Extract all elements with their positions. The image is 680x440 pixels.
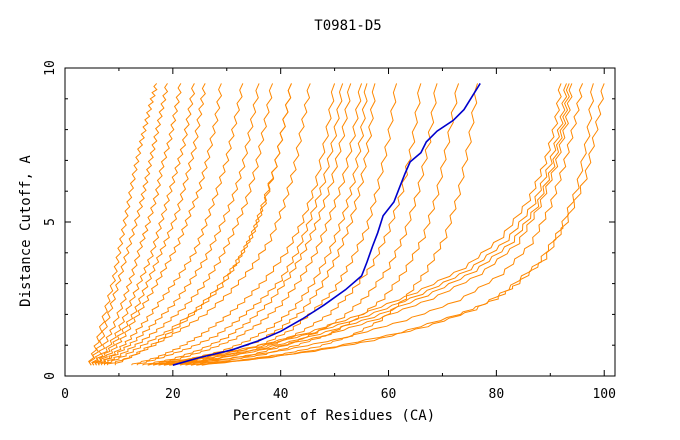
- highlight-series-line: [172, 82, 481, 366]
- other-series-line: [142, 83, 352, 366]
- other-series-line: [91, 83, 196, 366]
- other-series-line: [91, 83, 182, 366]
- other-series-line: [185, 83, 460, 366]
- other-series-line: [169, 83, 584, 366]
- other-series-line: [147, 83, 363, 366]
- y-tick-label: 0: [43, 372, 58, 380]
- other-series-line: [106, 83, 311, 366]
- x-tick-label: 80: [489, 387, 505, 402]
- other-series-line: [190, 83, 478, 366]
- other-series-line: [97, 83, 260, 366]
- other-series-line: [201, 83, 605, 366]
- chart-title: T0981-D5: [314, 18, 381, 34]
- other-series-line: [114, 83, 292, 366]
- x-axis-label: Percent of Residues (CA): [233, 408, 435, 424]
- y-axis-label: Distance Cutoff, A: [18, 155, 34, 307]
- other-series-line: [100, 83, 274, 366]
- x-tick-label: 20: [165, 387, 181, 402]
- x-tick-label: 60: [381, 387, 397, 402]
- other-series-line: [88, 83, 158, 366]
- x-tick-label: 40: [273, 387, 289, 402]
- x-tick-label: 100: [592, 387, 615, 402]
- other-series-line: [147, 83, 562, 366]
- other-series-line: [153, 83, 368, 366]
- y-tick-label: 5: [43, 218, 58, 226]
- other-series-line: [163, 83, 398, 366]
- other-series-line: [163, 83, 573, 366]
- x-tick-label: 0: [61, 387, 69, 402]
- y-tick-label: 10: [43, 60, 58, 76]
- axes: 0 20 40 60 80 100 0 5 10: [43, 60, 616, 402]
- other-series-line: [94, 83, 223, 366]
- other-series-line: [131, 83, 336, 366]
- other-series-line: [158, 83, 570, 366]
- other-series-line: [94, 83, 206, 366]
- other-series-line: [179, 83, 438, 366]
- other-series-line: [196, 83, 595, 366]
- series-group: [88, 82, 605, 366]
- other-series-line: [136, 83, 344, 366]
- other-series-line: [153, 83, 568, 366]
- other-series-line: [88, 83, 169, 366]
- other-series-line: [97, 83, 244, 366]
